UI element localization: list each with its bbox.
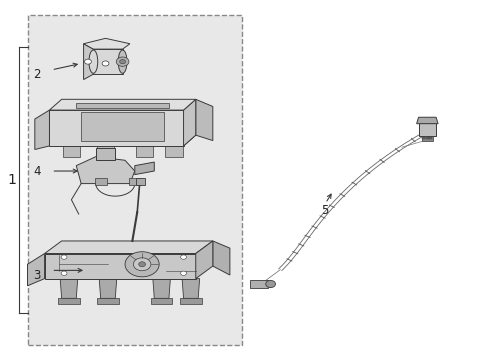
Polygon shape [76,103,168,108]
Polygon shape [35,110,49,149]
Text: 3: 3 [34,269,41,282]
Polygon shape [195,241,212,279]
Polygon shape [164,146,182,157]
Polygon shape [76,157,135,184]
Circle shape [139,262,145,267]
Polygon shape [421,136,432,140]
Polygon shape [83,39,130,49]
Polygon shape [49,110,183,146]
Text: 4: 4 [34,165,41,177]
Polygon shape [83,44,93,80]
Polygon shape [81,112,163,140]
Polygon shape [180,298,201,304]
Circle shape [125,252,159,277]
Polygon shape [151,298,172,304]
Polygon shape [416,117,437,124]
Polygon shape [27,253,44,286]
Text: 1: 1 [7,173,16,187]
Circle shape [61,255,67,259]
Polygon shape [195,99,212,140]
Polygon shape [135,162,154,175]
Polygon shape [93,49,122,74]
Polygon shape [97,298,119,304]
Circle shape [84,59,91,64]
Polygon shape [49,135,195,146]
Text: 2: 2 [34,68,41,81]
Circle shape [61,271,67,275]
Bar [27,15,242,345]
Polygon shape [129,178,141,185]
Polygon shape [212,241,229,275]
Circle shape [116,57,129,66]
Polygon shape [60,279,78,298]
Circle shape [265,280,275,288]
Polygon shape [49,99,195,110]
Polygon shape [44,253,195,279]
Polygon shape [418,123,435,136]
Polygon shape [62,146,80,157]
Circle shape [120,59,125,64]
Polygon shape [153,279,170,298]
Polygon shape [58,298,80,304]
Polygon shape [425,136,428,139]
Circle shape [102,61,109,66]
Polygon shape [428,136,431,139]
Text: 5: 5 [321,204,328,217]
Circle shape [180,271,186,275]
Polygon shape [183,99,195,146]
Circle shape [180,255,186,259]
Polygon shape [136,146,153,157]
Ellipse shape [89,50,98,73]
Polygon shape [96,148,115,160]
Polygon shape [97,146,114,157]
Polygon shape [182,279,199,298]
Polygon shape [136,178,144,185]
Polygon shape [249,280,267,288]
Polygon shape [422,136,425,139]
Polygon shape [95,178,106,185]
Polygon shape [44,241,212,253]
Circle shape [133,258,151,271]
Ellipse shape [118,50,127,73]
Polygon shape [99,279,117,298]
